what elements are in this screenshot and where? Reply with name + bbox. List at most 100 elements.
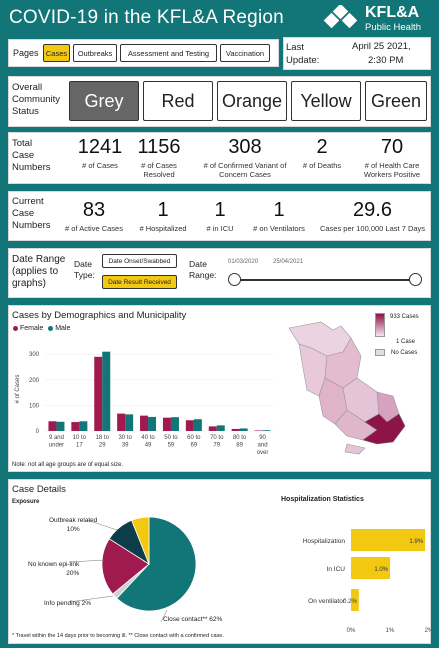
pie-leader-line xyxy=(68,595,114,603)
map-region-kingston[interactable] xyxy=(362,413,406,445)
x-tick-label: 18 to xyxy=(96,435,110,441)
total-cases-label-line2: Case xyxy=(12,150,35,161)
diamond-logo-icon xyxy=(323,5,358,29)
date-slider-track[interactable] xyxy=(235,279,415,281)
last-update-time: 2:30 PM xyxy=(368,55,404,66)
bar-male[interactable] xyxy=(56,421,65,431)
end-date-input[interactable]: 25/04/2021 xyxy=(273,259,304,265)
bar-male[interactable] xyxy=(239,428,248,431)
bar-female[interactable] xyxy=(185,420,194,431)
current-cases-panel: Current Case Numbers 83 # of Active Case… xyxy=(8,191,431,241)
date-slider-end-handle[interactable] xyxy=(409,273,422,286)
pie-leader-line xyxy=(86,519,118,531)
bar-female[interactable] xyxy=(48,421,57,431)
stat-ventilators-caption: # on Ventilators xyxy=(253,224,305,233)
hosp-category-label: On ventilator xyxy=(308,598,346,605)
stat-cases-per-100k: 29.6 Cases per 100,000 Last 7 Days xyxy=(315,199,430,233)
bar-male[interactable] xyxy=(125,414,134,431)
map-region-islands[interactable] xyxy=(344,443,366,455)
bar-male[interactable] xyxy=(148,416,157,431)
date-result-button[interactable]: Date Result Received xyxy=(102,275,177,289)
bar-female[interactable] xyxy=(94,356,103,431)
page-title: COVID-19 in the KFL&A Region xyxy=(9,7,284,28)
bar-female[interactable] xyxy=(140,415,149,431)
start-date-input[interactable]: 01/03/2020 xyxy=(228,259,259,265)
stat-healthcare-workers: 70 # of Health Care Workers Positive xyxy=(354,136,430,179)
pie-leader-line xyxy=(68,559,106,563)
legend-female-label: Female xyxy=(19,325,44,332)
date-onset-button[interactable]: Date Onset/Swabbed xyxy=(102,254,177,268)
tab-assessment-testing[interactable]: Assessment and Testing xyxy=(120,44,217,62)
last-update-date: April 25 2021, xyxy=(352,41,411,52)
last-update-label-line2: Update: xyxy=(286,55,320,66)
bar-male[interactable] xyxy=(170,417,179,431)
total-cases-label: Total Case Numbers xyxy=(12,138,51,174)
hosp-bar[interactable] xyxy=(351,557,390,579)
stat-active-cases-value: 83 xyxy=(82,199,106,221)
demographics-note: Note: not all age groups are of equal si… xyxy=(12,462,124,468)
date-type-label-line2: Type: xyxy=(74,270,95,280)
pie-label-no-epi-link-line2: 20% xyxy=(66,570,80,577)
x-tick-label: 59 xyxy=(168,443,175,449)
bar-male[interactable] xyxy=(216,425,225,431)
bar-male[interactable] xyxy=(102,351,111,431)
stat-cases-resolved: 1156 # of Cases Resolved xyxy=(133,136,185,179)
stat-icu-value: 1 xyxy=(214,199,226,221)
bar-female[interactable] xyxy=(231,428,240,431)
total-cases-label-line1: Total xyxy=(12,138,33,149)
tab-outbreaks[interactable]: Outbreaks xyxy=(73,44,117,62)
status-yellow-button[interactable]: Yellow xyxy=(291,81,361,121)
bar-female[interactable] xyxy=(162,417,171,431)
stat-cases-resolved-value: 1156 xyxy=(137,136,181,158)
bar-female[interactable] xyxy=(117,413,126,431)
hosp-bar[interactable] xyxy=(351,589,359,611)
bar-female[interactable] xyxy=(71,422,80,431)
hosp-bar[interactable] xyxy=(351,529,426,551)
stat-total-cases-caption: # of Cases xyxy=(82,161,118,170)
map-legend-min: 1 Case xyxy=(396,339,416,345)
stat-ventilators: 1 # on Ventilators xyxy=(247,199,311,233)
status-grey-button[interactable]: Grey xyxy=(69,81,139,121)
x-tick-label: 49 xyxy=(145,443,152,449)
x-tick-label: 17 xyxy=(76,443,83,449)
pie-slice-travel[interactable] xyxy=(131,516,150,565)
hosp-value-label: 1.9% xyxy=(409,539,423,545)
map-legend-none-swatch xyxy=(375,349,385,356)
x-tick-label: over xyxy=(257,450,269,456)
tab-cases[interactable]: Cases xyxy=(43,44,70,62)
community-status-label-line3: Status xyxy=(12,106,39,117)
pages-nav-panel: Pages Cases Outbreaks Assessment and Tes… xyxy=(8,39,279,67)
hosp-category-label: In ICU xyxy=(327,566,346,573)
y-tick-label: 100 xyxy=(29,403,40,409)
pie-label-no-epi-link: No known epi-link 20% xyxy=(28,560,79,578)
pie-slice-close-contact[interactable] xyxy=(116,516,197,612)
stat-total-cases: 1241 # of Cases xyxy=(71,136,129,170)
x-tick-label: 29 xyxy=(99,443,106,449)
community-status-label-line2: Community xyxy=(12,94,61,105)
x-tick-label: 70 to xyxy=(210,435,224,441)
case-details-title: Case Details xyxy=(12,484,66,495)
map-region-north[interactable] xyxy=(288,321,352,357)
pie-label-outbreak-line2: 10% xyxy=(66,526,80,533)
bar-female[interactable] xyxy=(208,426,217,431)
status-orange-button[interactable]: Orange xyxy=(217,81,287,121)
total-cases-panel: Total Case Numbers 1241 # of Cases 1156 … xyxy=(8,132,431,184)
community-status-label-line1: Overall xyxy=(12,82,43,93)
legend-female-swatch xyxy=(13,325,18,331)
bar-female[interactable] xyxy=(254,430,263,431)
bar-male[interactable] xyxy=(262,430,271,431)
bar-male[interactable] xyxy=(193,419,202,431)
y-tick-label: 0 xyxy=(36,429,40,435)
tab-vaccination[interactable]: Vaccination xyxy=(220,44,270,62)
status-red-button[interactable]: Red xyxy=(143,81,213,121)
pie-label-outbreak: Outbreak related 10% xyxy=(49,516,97,534)
bar-male[interactable] xyxy=(79,421,88,431)
pie-leader-line xyxy=(160,609,168,623)
date-range-label: Date Range (applies to graphs) xyxy=(12,254,65,290)
stat-active-cases-caption: # of Active Cases xyxy=(65,224,123,233)
date-slider-start-handle[interactable] xyxy=(228,273,241,286)
pie-label-outbreak-line1: Outbreak related xyxy=(49,517,98,524)
status-green-button[interactable]: Green xyxy=(365,81,427,121)
municipality-map xyxy=(288,321,406,455)
pie-slice-no-known-epi-link[interactable] xyxy=(101,538,150,595)
